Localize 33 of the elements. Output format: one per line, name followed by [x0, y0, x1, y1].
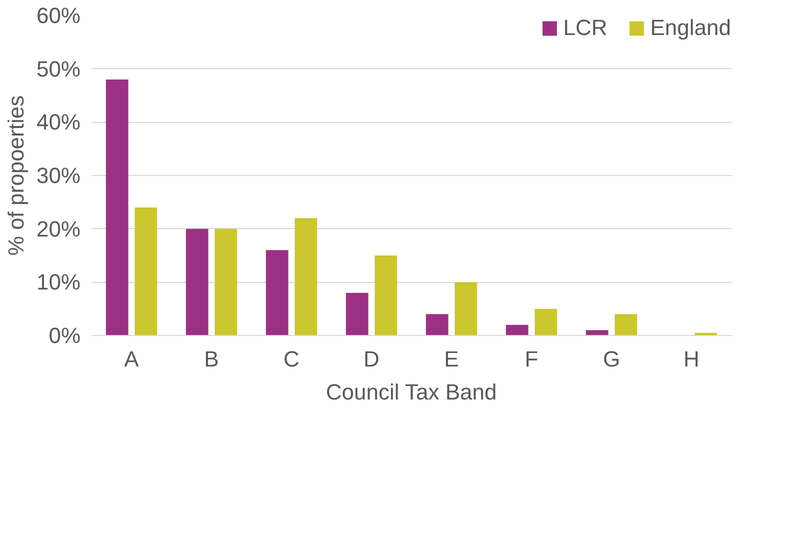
- bar: [186, 228, 208, 336]
- x-tick-label: D: [364, 346, 380, 372]
- bar: [534, 308, 558, 336]
- y-axis-title: % of propoerties: [3, 95, 28, 256]
- legend-label: England: [650, 15, 731, 41]
- x-tick-label: E: [444, 346, 459, 372]
- x-tick-label: C: [284, 346, 300, 372]
- bar: [346, 292, 368, 336]
- y-tick-label: 60%: [36, 3, 81, 28]
- x-tick-label: B: [204, 346, 219, 372]
- bar: [266, 250, 288, 336]
- y-tick-label: 50%: [36, 56, 81, 82]
- y-tick-label: 40%: [36, 110, 81, 135]
- bar: [506, 324, 528, 336]
- bar: [614, 314, 638, 336]
- y-tick-label: 30%: [36, 163, 81, 188]
- bar: [106, 80, 128, 336]
- bar: [134, 208, 158, 336]
- legend-label: LCR: [563, 15, 608, 41]
- bar: [294, 218, 318, 336]
- bar: [374, 256, 398, 336]
- bar: [426, 314, 448, 336]
- x-tick-label: G: [602, 346, 620, 372]
- x-tick-label: H: [684, 346, 700, 372]
- x-axis-title: Council Tax Band: [326, 380, 497, 404]
- bar: [214, 228, 238, 336]
- y-tick-label: 0%: [48, 323, 80, 348]
- x-tick-label: A: [124, 346, 140, 372]
- y-tick-label: 20%: [36, 216, 81, 242]
- bar: [454, 282, 478, 336]
- x-tick-label: F: [524, 346, 538, 372]
- bar: [586, 330, 608, 336]
- y-tick-label: 10%: [36, 270, 81, 295]
